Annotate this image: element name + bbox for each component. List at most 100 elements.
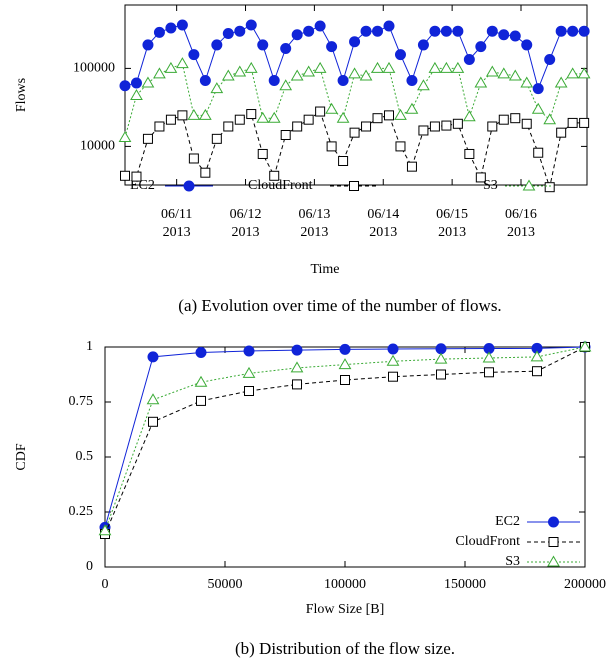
marker	[382, 61, 396, 73]
marker	[485, 65, 499, 77]
marker	[556, 127, 567, 138]
marker	[245, 19, 257, 31]
legend-label: EC2	[130, 178, 155, 193]
marker	[153, 67, 166, 79]
marker	[395, 141, 406, 152]
marker	[199, 74, 211, 86]
marker	[441, 120, 452, 131]
marker	[577, 67, 591, 79]
marker	[196, 395, 206, 406]
marker	[314, 20, 326, 32]
legend-marker	[548, 537, 559, 547]
marker	[498, 114, 509, 125]
marker	[154, 121, 165, 132]
x-tick-label: 2013	[369, 225, 397, 240]
marker	[211, 133, 222, 144]
marker	[194, 375, 208, 387]
marker	[521, 118, 532, 129]
marker	[520, 76, 534, 88]
y-axis-label: Flows	[14, 78, 29, 112]
y-tick-label: 0.25	[69, 504, 94, 519]
marker	[339, 343, 351, 355]
marker	[164, 61, 178, 73]
marker	[291, 344, 303, 356]
marker	[142, 133, 153, 144]
marker	[435, 343, 447, 355]
marker	[142, 39, 154, 51]
marker	[280, 130, 291, 141]
marker	[325, 102, 338, 114]
marker	[233, 65, 247, 77]
marker	[361, 121, 372, 132]
marker	[340, 375, 350, 385]
series-line	[104, 346, 586, 528]
marker	[336, 111, 350, 123]
legend-label: S3	[483, 178, 498, 193]
marker	[119, 80, 131, 92]
x-tick-label: 2013	[232, 225, 260, 240]
y-tick-label: 0.5	[76, 449, 94, 464]
marker	[543, 113, 557, 125]
marker	[269, 170, 280, 181]
marker	[386, 354, 400, 366]
marker	[579, 117, 590, 128]
marker	[242, 366, 256, 378]
marker	[406, 161, 417, 172]
legend-marker	[547, 555, 560, 567]
marker	[303, 114, 314, 125]
marker	[234, 25, 246, 37]
marker	[532, 83, 544, 95]
marker	[359, 69, 373, 81]
y-tick-label: 0.75	[69, 394, 94, 409]
legend-label: CloudFront	[455, 534, 520, 549]
marker	[388, 371, 398, 382]
marker	[418, 125, 429, 136]
x-tick-label: 100000	[324, 577, 366, 592]
x-tick-label: 200000	[564, 577, 606, 592]
marker	[509, 30, 521, 42]
marker	[554, 76, 568, 88]
marker	[578, 25, 590, 37]
marker	[510, 113, 521, 124]
x-tick-label: 150000	[444, 577, 486, 592]
marker	[429, 121, 440, 132]
marker	[387, 343, 399, 355]
marker	[348, 67, 361, 79]
marker	[463, 54, 475, 66]
legend-marker	[183, 180, 195, 192]
marker	[487, 121, 498, 132]
marker	[383, 20, 395, 32]
marker	[452, 118, 463, 129]
marker	[302, 65, 316, 77]
marker	[567, 117, 578, 128]
marker	[498, 29, 510, 41]
marker	[452, 25, 464, 37]
x-tick-label: 06/16	[505, 207, 537, 222]
x-tick-label: 06/12	[230, 207, 262, 222]
marker	[130, 88, 143, 100]
marker	[146, 393, 160, 405]
marker	[98, 524, 112, 536]
y-axis-label: CDF	[14, 443, 29, 470]
y-tick-label: 0	[86, 559, 93, 574]
x-tick-label: 2013	[438, 225, 466, 240]
marker	[268, 74, 280, 86]
marker	[521, 39, 533, 51]
marker	[337, 74, 349, 86]
legend-marker	[522, 179, 536, 191]
caption: (b) Distribution of the flow size.	[235, 639, 455, 658]
marker	[530, 350, 544, 362]
x-tick-label: 06/14	[367, 207, 399, 222]
marker	[221, 69, 235, 81]
marker	[394, 49, 406, 61]
x-tick-label: 2013	[300, 225, 328, 240]
marker	[371, 61, 384, 73]
marker	[406, 74, 418, 86]
marker	[372, 25, 384, 37]
marker	[531, 102, 545, 114]
marker	[234, 114, 245, 125]
marker	[256, 111, 270, 123]
marker	[291, 29, 303, 41]
legend-label: CloudFront	[248, 178, 313, 193]
marker	[267, 111, 281, 123]
